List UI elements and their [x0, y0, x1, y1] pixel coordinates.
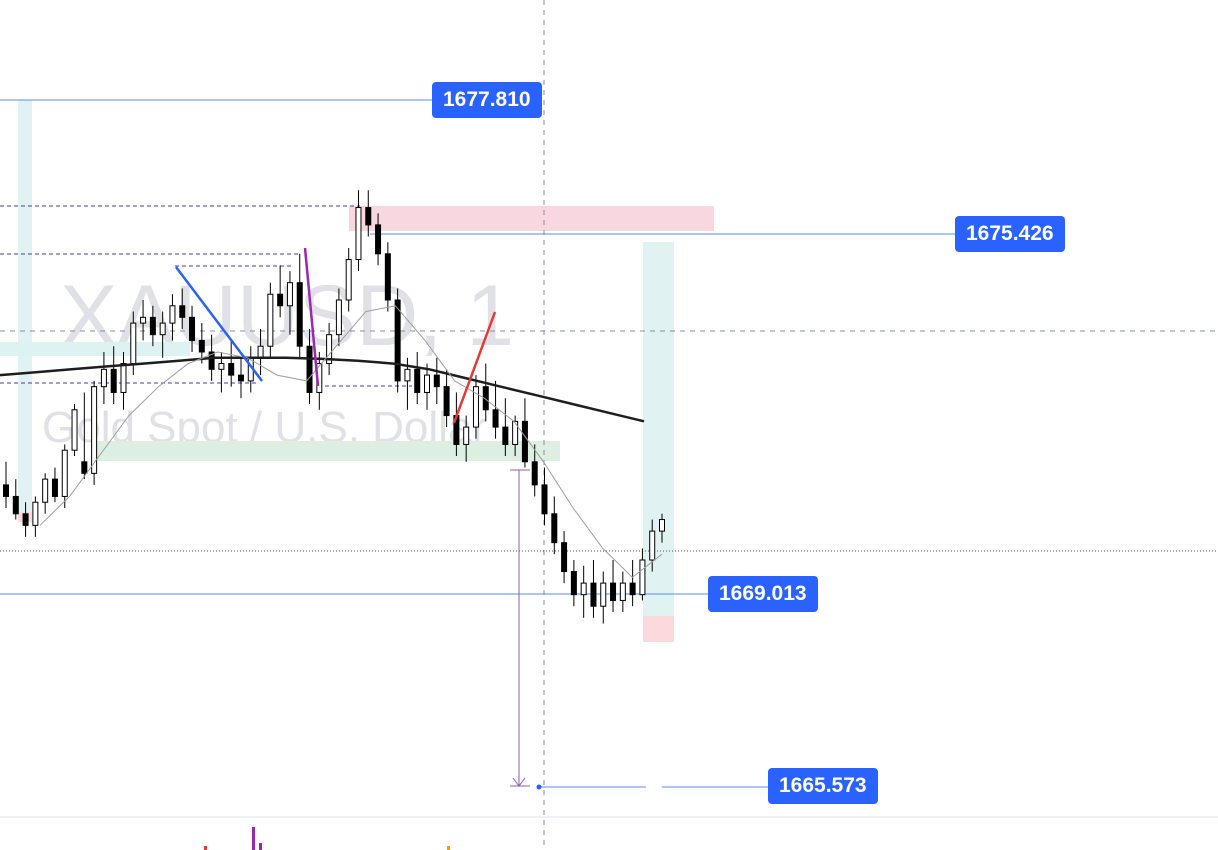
candle-body [100, 368, 107, 388]
candle-body [521, 420, 528, 463]
candle-body [394, 299, 401, 382]
candle-body [433, 374, 440, 388]
candle-body [149, 316, 156, 336]
candle-body [619, 582, 626, 601]
candle-body [443, 386, 450, 417]
moving-average-series [0, 305, 663, 578]
candle-body [208, 351, 215, 370]
candle-body [257, 345, 264, 359]
candle-body [267, 293, 274, 347]
candle-body [198, 339, 205, 353]
trend-line-purple[interactable] [303, 247, 320, 387]
candle-body [355, 207, 362, 261]
candle-body [365, 207, 372, 226]
candle-body [169, 305, 176, 324]
candle-body [502, 426, 509, 445]
price-label-1665[interactable]: 1665.573 [768, 768, 878, 804]
candle-body [179, 305, 186, 318]
candle-body [384, 253, 391, 301]
candle-body [306, 345, 313, 393]
candle-body [91, 386, 98, 474]
candle-body [482, 386, 489, 411]
candle-body [277, 293, 284, 307]
candle-body [472, 386, 479, 428]
volume-bar [204, 846, 207, 850]
candle-body [71, 409, 78, 451]
candle-body [326, 334, 333, 365]
candle-body [404, 368, 411, 382]
candle-body [42, 478, 49, 503]
candle-body [81, 461, 88, 474]
candle-body [228, 363, 235, 376]
candle-body [531, 461, 538, 486]
target-zone [643, 242, 674, 616]
moving-average-long [0, 356, 645, 423]
price-label-1669[interactable]: 1669.013 [708, 576, 818, 612]
projection-arrowhead [512, 777, 526, 787]
candle-body [159, 322, 166, 336]
candle-body [286, 282, 293, 307]
volume-bar [252, 827, 255, 850]
moving-average-short [39, 305, 663, 578]
candle-body [32, 501, 39, 526]
left-target-zone [18, 100, 32, 515]
trend-line-blue[interactable] [175, 266, 263, 382]
candle-body [218, 363, 225, 370]
candle-body [659, 519, 665, 532]
candle-body [130, 322, 137, 365]
candle-body [551, 513, 558, 544]
candle-body [51, 478, 58, 497]
candle-body [140, 316, 147, 324]
candle-body [580, 582, 587, 596]
candle-body [22, 513, 29, 526]
stop-zone [643, 616, 674, 642]
volume-bar [259, 843, 262, 850]
candle-body [600, 582, 607, 607]
candle-body [639, 559, 646, 596]
candle-body [375, 224, 382, 255]
left-highlight-band [0, 342, 190, 356]
candle-body [590, 582, 597, 607]
candle-body [541, 484, 548, 515]
candle-body [12, 495, 19, 515]
candle-body [629, 582, 636, 596]
candle-body [120, 363, 127, 393]
candle-body [3, 484, 9, 497]
candle-body [189, 316, 196, 341]
candle-body [649, 530, 656, 561]
trend-line-red[interactable] [452, 311, 497, 424]
volume-bar [447, 846, 450, 850]
candle-body [561, 542, 568, 573]
price-label-1675[interactable]: 1675.426 [955, 216, 1065, 252]
candle-body [610, 582, 617, 601]
candle-body [570, 571, 577, 596]
candle-body [335, 299, 342, 336]
candle-body [345, 259, 352, 301]
candle-body [414, 368, 421, 393]
candle-body [61, 449, 68, 497]
price-label-1677[interactable]: 1677.810 [432, 82, 542, 118]
sell-zone [349, 206, 714, 231]
candle-body [424, 374, 431, 393]
level-anchor-dot[interactable] [536, 784, 542, 790]
candle-body [237, 374, 244, 382]
candle-body [296, 282, 303, 347]
candle-body [492, 409, 499, 428]
candle-body [512, 420, 519, 445]
candle-body [110, 368, 117, 393]
candle-body [463, 426, 470, 445]
candlestick-series [3, 190, 665, 624]
buy-zone [95, 441, 560, 461]
